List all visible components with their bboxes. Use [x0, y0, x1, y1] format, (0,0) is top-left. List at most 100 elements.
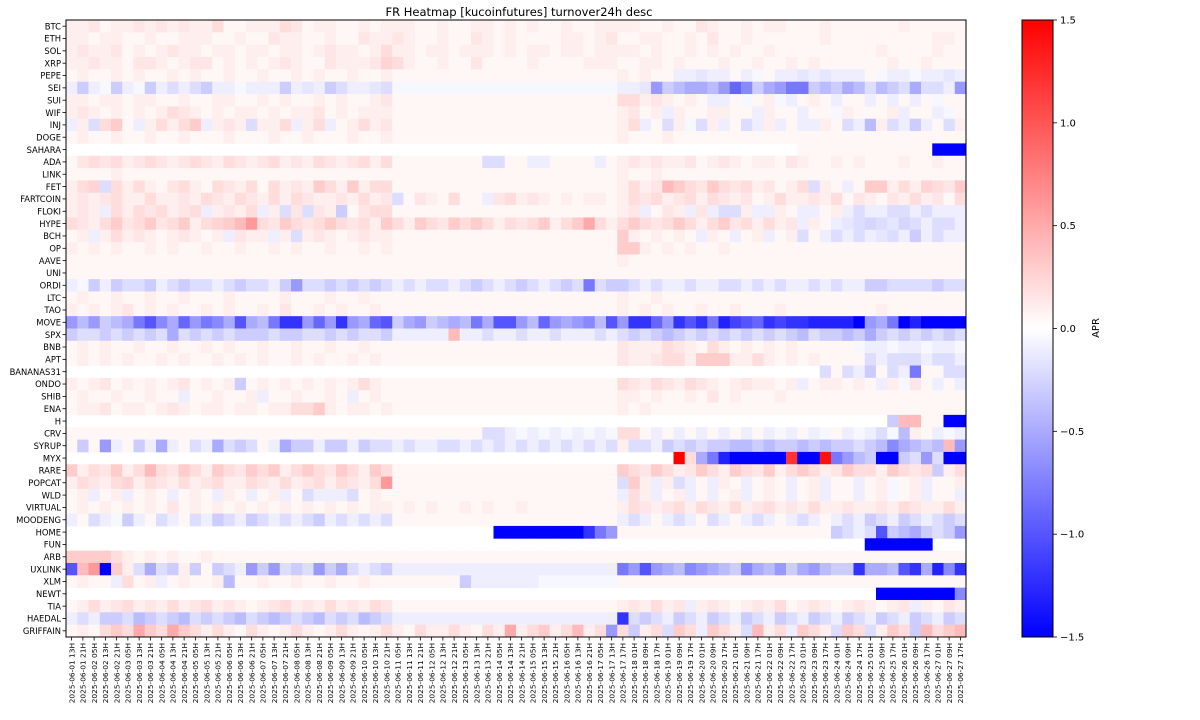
heatmap-cell — [313, 180, 326, 194]
heatmap-cell — [932, 44, 944, 58]
heatmap-cell — [347, 44, 359, 58]
heatmap-cell — [212, 81, 224, 95]
heatmap-cell — [381, 81, 393, 95]
heatmap-cell — [718, 44, 731, 58]
heatmap-cell — [268, 205, 281, 218]
heatmap-cell — [324, 464, 337, 477]
heatmap-cell — [88, 377, 101, 391]
heatmap-cell — [684, 32, 697, 46]
heatmap-cell — [819, 599, 832, 613]
heatmap-cell — [797, 340, 809, 354]
heatmap-cell — [459, 20, 472, 33]
heatmap-cell — [133, 57, 146, 70]
heatmap-cell — [122, 69, 134, 83]
heatmap-cell — [954, 131, 967, 144]
heatmap-cell — [527, 168, 539, 181]
heatmap-cell — [392, 464, 404, 477]
heatmap-cell — [639, 32, 652, 46]
heatmap-cell — [651, 303, 663, 317]
heatmap-cell — [707, 451, 719, 465]
heatmap-cell — [594, 562, 607, 576]
heatmap-cell — [414, 254, 427, 268]
heatmap-cell — [313, 427, 326, 440]
heatmap-cell — [257, 303, 269, 317]
heatmap-cell — [201, 131, 213, 144]
heatmap-cell — [718, 291, 731, 305]
heatmap-cell — [909, 20, 922, 33]
heatmap-cell — [99, 180, 112, 194]
heatmap-cell — [448, 118, 461, 132]
heatmap-cell — [876, 242, 888, 255]
heatmap-cell — [133, 217, 146, 231]
heatmap-cell — [774, 451, 787, 465]
heatmap-cell — [392, 131, 404, 144]
heatmap-cell — [572, 192, 584, 206]
heatmap-cell — [594, 427, 607, 440]
heatmap-cell — [561, 402, 573, 416]
heatmap-cell — [133, 44, 146, 58]
heatmap-cell — [752, 205, 764, 218]
heatmap-cell — [336, 316, 348, 329]
heatmap-cell — [414, 291, 427, 305]
heatmap-cell — [639, 69, 652, 83]
heatmap-cell — [673, 180, 686, 194]
heatmap-cell — [909, 513, 922, 527]
heatmap-cell — [887, 599, 899, 613]
heatmap-cell — [279, 131, 292, 144]
heatmap-cell — [257, 427, 269, 440]
heatmap-cell — [246, 316, 258, 329]
heatmap-cell — [358, 44, 371, 58]
heatmap-cell — [921, 143, 933, 157]
heatmap-cell — [77, 390, 89, 403]
heatmap-cell — [921, 20, 933, 33]
heatmap-cell — [493, 217, 506, 231]
heatmap-cell — [594, 624, 607, 638]
heatmap-cell — [302, 69, 314, 83]
heatmap-cell — [403, 439, 416, 453]
heatmap-cell — [617, 32, 629, 46]
heatmap-cell — [122, 513, 134, 527]
heatmap-cell — [752, 624, 764, 638]
heatmap-cell — [797, 44, 809, 58]
heatmap-cell — [178, 624, 191, 638]
heatmap-cell — [223, 353, 236, 366]
heatmap-cell — [696, 501, 708, 514]
heatmap-cell — [504, 155, 517, 169]
heatmap-cell — [718, 69, 731, 83]
heatmap-cell — [909, 217, 922, 231]
heatmap-cell — [808, 624, 821, 638]
heatmap-cell — [572, 340, 584, 354]
heatmap-cell — [864, 57, 877, 70]
heatmap-cell — [302, 229, 314, 243]
heatmap-cell — [291, 328, 303, 342]
heatmap-cell — [662, 217, 674, 231]
heatmap-cell — [651, 476, 663, 490]
heatmap-cell — [774, 266, 787, 280]
heatmap-cell — [66, 599, 78, 613]
heatmap-cell — [111, 57, 123, 70]
heatmap-cell — [493, 32, 506, 46]
heatmap-cell — [842, 599, 854, 613]
heatmap-cell — [628, 575, 641, 589]
heatmap-cell — [279, 562, 292, 576]
heatmap-cell — [549, 390, 562, 403]
heatmap-cell — [471, 266, 483, 280]
heatmap-cell — [617, 57, 629, 70]
heatmap-cell — [234, 229, 247, 243]
heatmap-cell — [684, 131, 697, 144]
heatmap-cell — [921, 168, 933, 181]
heatmap-cell — [426, 205, 438, 218]
heatmap-cell — [819, 155, 832, 169]
heatmap-cell — [426, 575, 438, 589]
heatmap-cell — [358, 118, 371, 132]
heatmap-cell — [279, 118, 292, 132]
heatmap-cell — [887, 390, 899, 403]
heatmap-cell — [111, 106, 123, 120]
heatmap-cell — [864, 81, 877, 95]
heatmap-cell — [954, 340, 967, 354]
heatmap-cell — [459, 106, 472, 120]
heatmap-cell — [572, 599, 584, 613]
heatmap-cell — [189, 155, 202, 169]
heatmap-cell — [797, 106, 809, 120]
heatmap-cell — [516, 439, 528, 453]
